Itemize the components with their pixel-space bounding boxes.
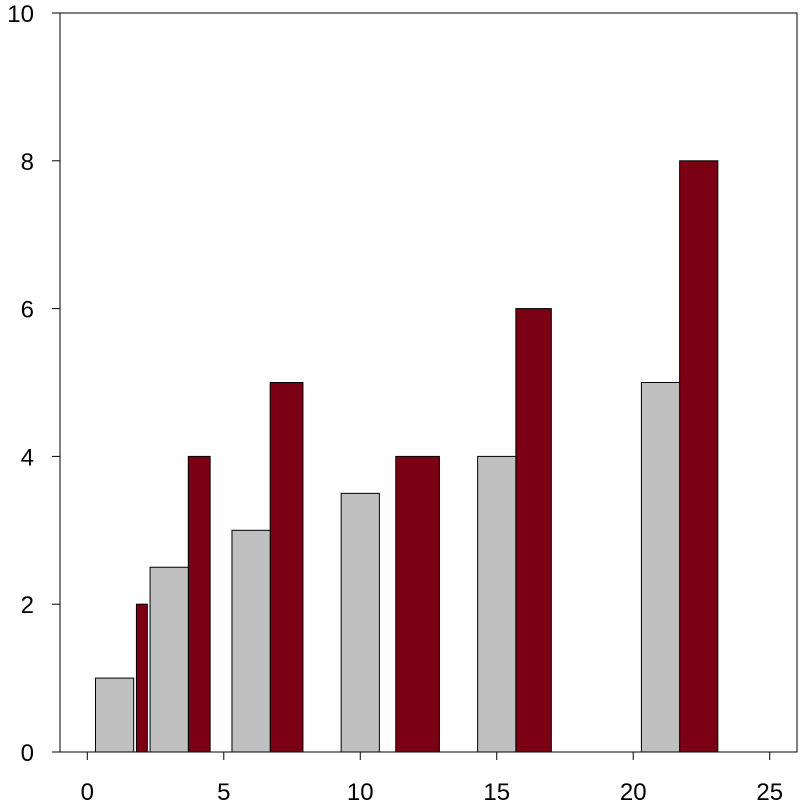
bar-series-1-4 [340, 492, 380, 753]
bar-series-2-1 [135, 603, 148, 753]
bar-series-2-2 [187, 455, 211, 753]
bar-series-2-5 [515, 308, 552, 753]
bar-series-1-2 [149, 566, 189, 753]
bar-series-2-4 [395, 455, 440, 753]
bar-series-2-6 [679, 160, 719, 753]
x-tick-label: 10 [347, 779, 374, 806]
bar-series-1-5 [477, 455, 517, 753]
bars-layer [94, 160, 719, 753]
bar-series-1-3 [231, 529, 271, 753]
y-tick-label: 2 [21, 592, 34, 619]
x-tick-label: 20 [620, 779, 647, 806]
y-tick-label: 10 [7, 1, 34, 28]
x-tick-label: 25 [756, 779, 783, 806]
bar-series-2-3 [269, 382, 304, 753]
y-tick-label: 0 [21, 740, 34, 767]
x-tick-label: 5 [217, 779, 230, 806]
y-tick-label: 8 [21, 149, 34, 176]
bar-series-1-1 [94, 677, 135, 753]
x-tick-label: 0 [81, 779, 94, 806]
y-tick-label: 4 [21, 444, 34, 471]
y-axis: 0 2 4 6 8 10 [7, 1, 60, 767]
bar-series-1-6 [640, 382, 681, 753]
x-axis: 0 5 10 15 20 25 [81, 752, 783, 806]
x-tick-label: 15 [483, 779, 510, 806]
y-tick-label: 6 [21, 297, 34, 324]
